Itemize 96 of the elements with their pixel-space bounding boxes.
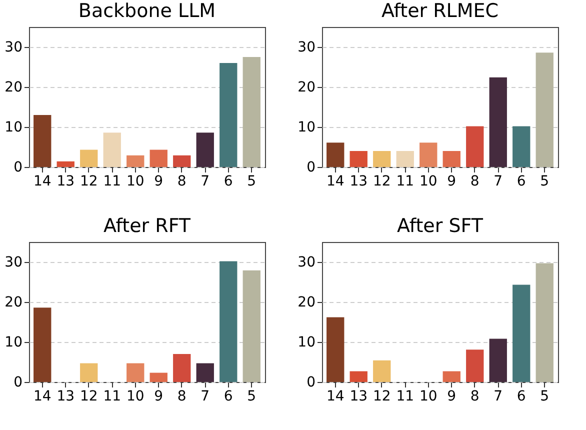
bar: [350, 371, 368, 382]
bar: [326, 317, 344, 382]
x-tick-label: 7: [494, 174, 503, 190]
chart-title: After RFT: [103, 215, 191, 237]
y-tick-label: 10: [4, 334, 22, 350]
bar: [150, 372, 168, 382]
y-tick-label: 0: [306, 160, 316, 176]
x-tick-label: 10: [126, 388, 144, 404]
bar: [34, 115, 52, 167]
bar: [196, 132, 214, 167]
bar: [466, 350, 484, 382]
x-tick-label: 7: [200, 388, 210, 404]
y-tick-label: 30: [298, 254, 316, 270]
bar: [466, 126, 484, 167]
y-tick-label: 10: [298, 120, 316, 136]
x-tick-label: 6: [516, 174, 526, 190]
x-tick-label: 6: [224, 174, 233, 190]
x-tick-label: 9: [447, 174, 456, 190]
x-tick-label: 5: [540, 388, 550, 404]
bar: [512, 126, 530, 167]
x-tick-label: 13: [350, 388, 368, 404]
bar: [442, 151, 460, 167]
y-tick-label: 0: [14, 160, 22, 176]
x-tick-label: 12: [80, 388, 98, 404]
x-tick-label: 11: [396, 174, 414, 190]
y-tick-label: 20: [4, 80, 22, 96]
y-tick-label: 10: [298, 334, 316, 350]
x-tick-label: 5: [247, 174, 256, 190]
x-tick-label: 14: [326, 174, 344, 190]
y-tick-label: 30: [4, 40, 22, 56]
bar: [326, 142, 344, 167]
bar: [373, 360, 391, 382]
x-tick-label: 11: [103, 174, 122, 190]
chart-title: After RLMEC: [381, 0, 499, 22]
x-tick-label: 6: [224, 388, 233, 404]
bar: [420, 142, 438, 167]
x-tick-label: 7: [200, 174, 210, 190]
y-tick-label: 30: [4, 254, 22, 270]
x-tick-label: 7: [494, 388, 503, 404]
y-tick-label: 20: [298, 80, 316, 96]
bar: [196, 363, 214, 382]
bar: [373, 151, 391, 167]
bar: [442, 371, 460, 382]
x-tick-label: 9: [154, 174, 164, 190]
x-tick-label: 12: [80, 174, 98, 190]
chart-title: Backbone LLM: [78, 0, 216, 22]
bar: [489, 338, 507, 382]
x-tick-label: 14: [33, 174, 52, 190]
y-tick-label: 0: [14, 374, 22, 390]
bar: [80, 150, 98, 167]
x-tick-label: 5: [540, 174, 550, 190]
chart-title: After SFT: [397, 215, 484, 237]
x-tick-label: 10: [126, 174, 144, 190]
x-tick-label: 8: [470, 174, 480, 190]
bar: [103, 132, 121, 167]
bar: [396, 151, 414, 167]
bar: [34, 308, 52, 382]
bar: [489, 77, 507, 167]
bar: [512, 284, 530, 382]
x-tick-label: 9: [154, 388, 164, 404]
x-tick-label: 8: [177, 388, 186, 404]
x-tick-label: 11: [396, 388, 414, 404]
bar: [173, 155, 191, 167]
y-tick-label: 10: [4, 120, 22, 136]
bar: [56, 161, 74, 167]
x-tick-label: 14: [326, 388, 344, 404]
y-tick-label: 20: [298, 294, 316, 310]
x-tick-label: 12: [372, 174, 391, 190]
x-tick-label: 8: [177, 174, 186, 190]
x-tick-label: 10: [419, 174, 438, 190]
x-tick-label: 8: [470, 388, 480, 404]
x-tick-label: 13: [56, 388, 75, 404]
bar: [536, 263, 554, 382]
bar: [350, 151, 368, 167]
bar: [173, 354, 191, 382]
bar: [242, 270, 260, 382]
x-tick-label: 5: [247, 388, 256, 404]
bar: [220, 63, 238, 167]
x-tick-label: 14: [33, 388, 52, 404]
x-tick-label: 9: [447, 388, 456, 404]
y-tick-label: 20: [4, 294, 22, 310]
bar: [80, 363, 98, 382]
x-tick-label: 13: [350, 174, 368, 190]
bar: [536, 52, 554, 167]
bar: [126, 155, 144, 167]
bar: [126, 363, 144, 382]
bar: [220, 261, 238, 382]
x-tick-label: 10: [419, 388, 438, 404]
x-tick-label: 12: [372, 388, 391, 404]
y-tick-label: 0: [306, 374, 316, 390]
x-tick-label: 13: [56, 174, 75, 190]
x-tick-label: 6: [516, 388, 526, 404]
bar: [242, 57, 260, 167]
bar: [150, 150, 168, 167]
x-tick-label: 11: [103, 388, 122, 404]
y-tick-label: 30: [298, 40, 316, 56]
